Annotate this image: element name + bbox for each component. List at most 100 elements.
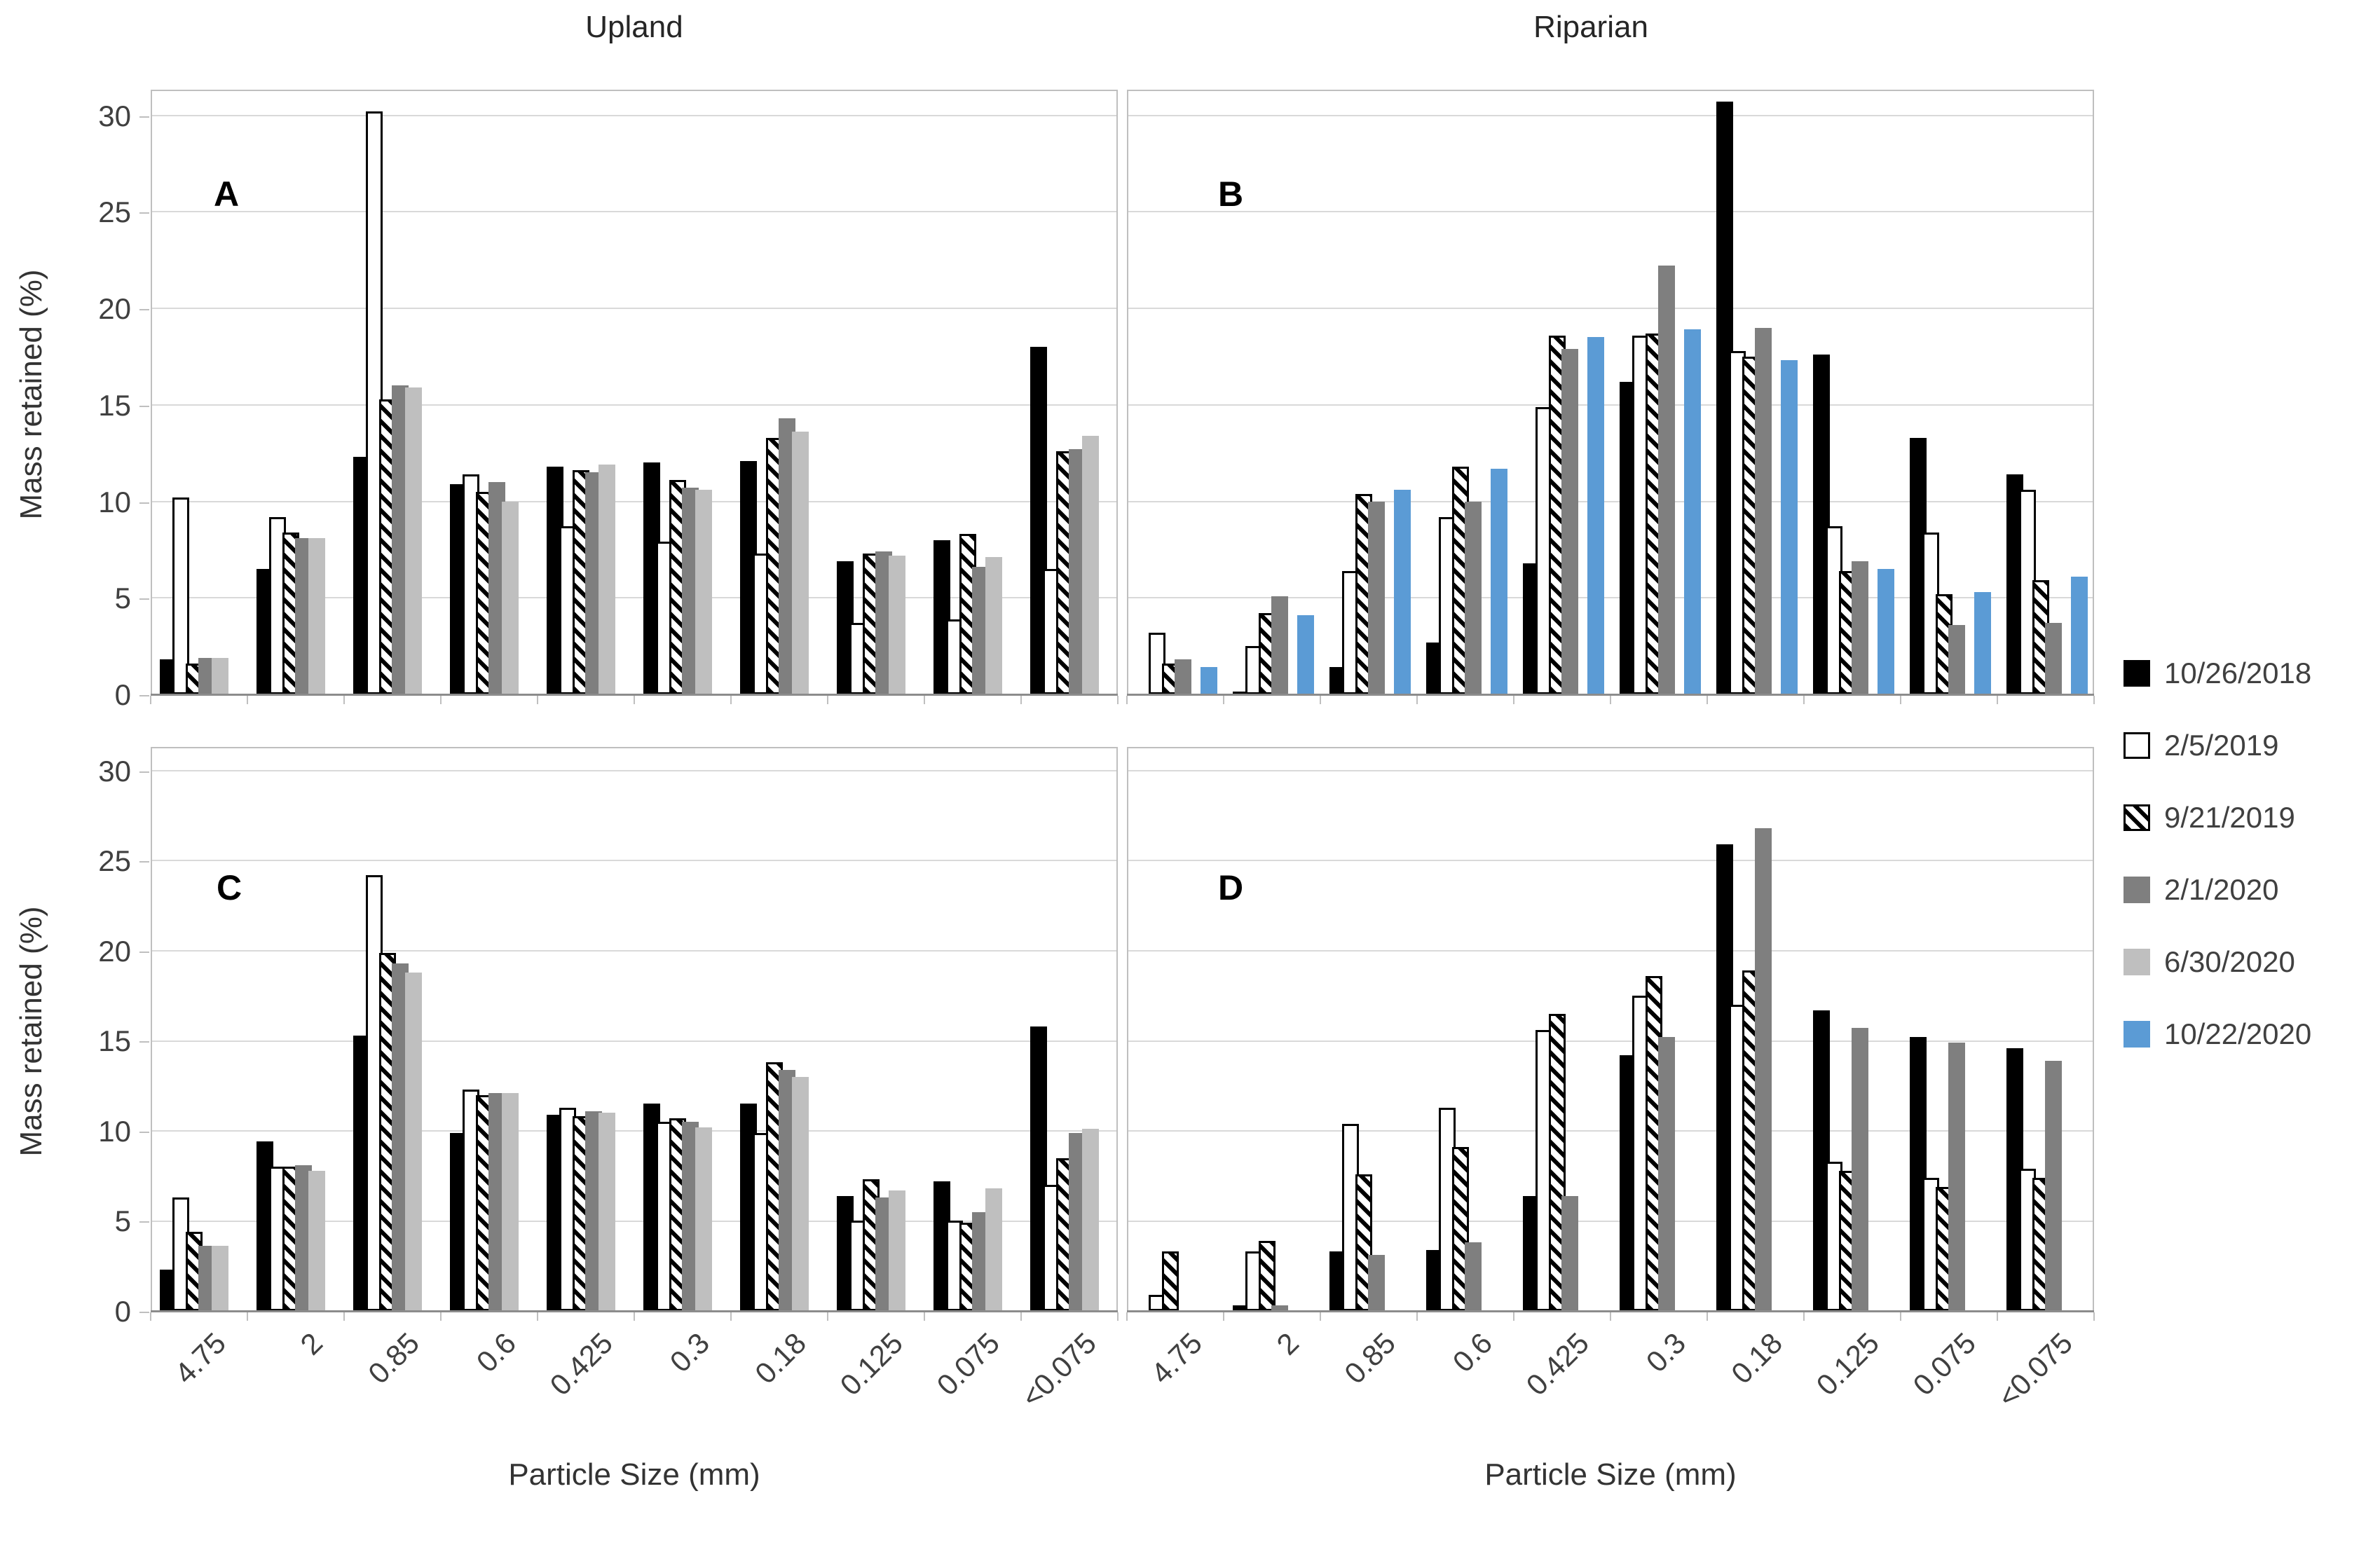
y-tick-mark [139, 771, 149, 773]
x-tick-mark [924, 696, 925, 704]
x-tick-mark [634, 696, 635, 704]
gridline-5 [1128, 1220, 2093, 1222]
x-tick-mark [1803, 1312, 1805, 1321]
gridline-25 [152, 211, 1116, 213]
y-tick-label: 15 [98, 1024, 131, 1058]
legend-item-9/21/2019: 9/21/2019 [2123, 799, 2295, 836]
gridline-10 [1128, 1130, 2093, 1132]
y-tick-mark [139, 1312, 149, 1313]
y-tick-mark [139, 598, 149, 600]
bar-A-0.075-6/30/2020 [985, 557, 1002, 694]
bar-C-0.425-6/30/2020 [599, 1113, 615, 1311]
x-tick-mark [1416, 696, 1418, 704]
bar-A-4.75-6/30/2020 [212, 658, 228, 694]
x-tick-mark [827, 1312, 828, 1321]
bar-B-4.75-2/1/2020 [1175, 659, 1191, 694]
bar-D-0.6-9/21/2019 [1452, 1147, 1469, 1311]
bar-B-0.18-10/22/2020 [1781, 360, 1798, 694]
gridline-5 [152, 1220, 1116, 1222]
gridline-15 [1128, 1040, 2093, 1042]
panel-letter-B: B [1218, 174, 1244, 214]
bar-B-0.425-2/1/2020 [1561, 349, 1578, 694]
x-tick-mark [2093, 1312, 2095, 1321]
bar-C-<0.075-6/30/2020 [1082, 1129, 1099, 1311]
y-tick-mark [139, 951, 149, 953]
bar-C-0.3-6/30/2020 [695, 1127, 712, 1311]
x-tick-mark [1416, 1312, 1418, 1321]
y-tick-label: 25 [98, 844, 131, 878]
gridline-20 [152, 308, 1116, 310]
y-tick-label: 30 [98, 99, 131, 132]
legend-item-2/5/2019: 2/5/2019 [2123, 727, 2279, 764]
x-tick-mark [1900, 696, 1901, 704]
y-tick-label: 15 [98, 388, 131, 422]
x-tick-mark [2093, 696, 2095, 704]
x-tick-mark [1707, 1312, 1708, 1321]
legend-swatch-diagonal-hatch [2123, 804, 2150, 831]
y-tick-mark [139, 212, 149, 214]
legend-item-10/22/2020: 10/22/2020 [2123, 1016, 2311, 1052]
x-tick-mark [1020, 1312, 1022, 1321]
gridline-15 [1128, 404, 2093, 406]
panel-letter-A: A [214, 174, 240, 214]
bar-A-4.75-2/5/2019 [172, 497, 189, 694]
y-tick-label: 30 [98, 754, 131, 788]
gridline-20 [152, 950, 1116, 952]
legend-item-2/1/2020: 2/1/2020 [2123, 872, 2279, 908]
x-tick-mark [827, 696, 828, 704]
y-tick-label: 5 [114, 582, 131, 615]
column-title-upland: Upland [585, 10, 683, 44]
x-tick-mark [730, 696, 732, 704]
gridline-15 [152, 404, 1116, 406]
x-tick-mark [1707, 696, 1708, 704]
legend-item-6/30/2020: 6/30/2020 [2123, 944, 2295, 980]
panel-letter-C: C [217, 868, 242, 907]
bar-B-0.3-2/1/2020 [1658, 266, 1675, 694]
y-tick-label: 0 [114, 1295, 131, 1328]
x-tick-mark [1900, 1312, 1901, 1321]
legend-label: 2/1/2020 [2164, 873, 2279, 906]
bar-A-0.3-6/30/2020 [695, 490, 712, 694]
x-tick-mark [1020, 696, 1022, 704]
bar-A-0.6-6/30/2020 [502, 502, 519, 694]
x-axis-title-left: Particle Size (mm) [508, 1457, 760, 1492]
x-tick-mark [343, 1312, 345, 1321]
panel-C-plot: C [151, 747, 1118, 1312]
bar-D-0.85-2/1/2020 [1368, 1255, 1385, 1311]
bar-B-0.075-10/22/2020 [1974, 592, 1991, 694]
x-tick-mark [537, 696, 538, 704]
y-tick-label: 20 [98, 934, 131, 968]
bar-B-2-10/22/2020 [1297, 615, 1314, 694]
gridline-30 [1128, 114, 2093, 116]
panel-letter-D: D [1218, 868, 1244, 907]
bar-B-0.125-10/22/2020 [1878, 569, 1894, 694]
x-tick-mark [1803, 696, 1805, 704]
y-tick-mark [139, 1041, 149, 1043]
bar-B-0.18-2/1/2020 [1755, 328, 1772, 694]
bar-D-0.125-2/1/2020 [1852, 1028, 1868, 1311]
x-tick-mark [1513, 1312, 1514, 1321]
bar-D-0.18-2/1/2020 [1755, 828, 1772, 1311]
y-tick-mark [139, 861, 149, 863]
gridline-5 [152, 597, 1116, 599]
panel-D-plot: D [1127, 747, 2094, 1312]
bar-A-2-6/30/2020 [308, 538, 325, 694]
legend-label: 6/30/2020 [2164, 945, 2295, 978]
legend-swatch-solid [2123, 1021, 2150, 1048]
legend-swatch-solid [2123, 949, 2150, 975]
x-tick-mark [1320, 696, 1321, 704]
bar-D-<0.075-2/1/2020 [2045, 1061, 2062, 1311]
y-tick-mark [139, 309, 149, 311]
gridline-5 [1128, 597, 2093, 599]
bar-B-0.425-10/22/2020 [1587, 337, 1604, 694]
gridline-10 [152, 500, 1116, 502]
x-tick-mark [1610, 1312, 1611, 1321]
bar-B-<0.075-10/22/2020 [2071, 577, 2088, 694]
x-tick-mark [343, 696, 345, 704]
gridline-30 [1128, 769, 2093, 771]
legend-swatch-solid [2123, 660, 2150, 687]
bar-D-2-2/1/2020 [1271, 1305, 1288, 1311]
y-tick-label: 25 [98, 195, 131, 229]
panel-A-plot: A [151, 90, 1118, 696]
